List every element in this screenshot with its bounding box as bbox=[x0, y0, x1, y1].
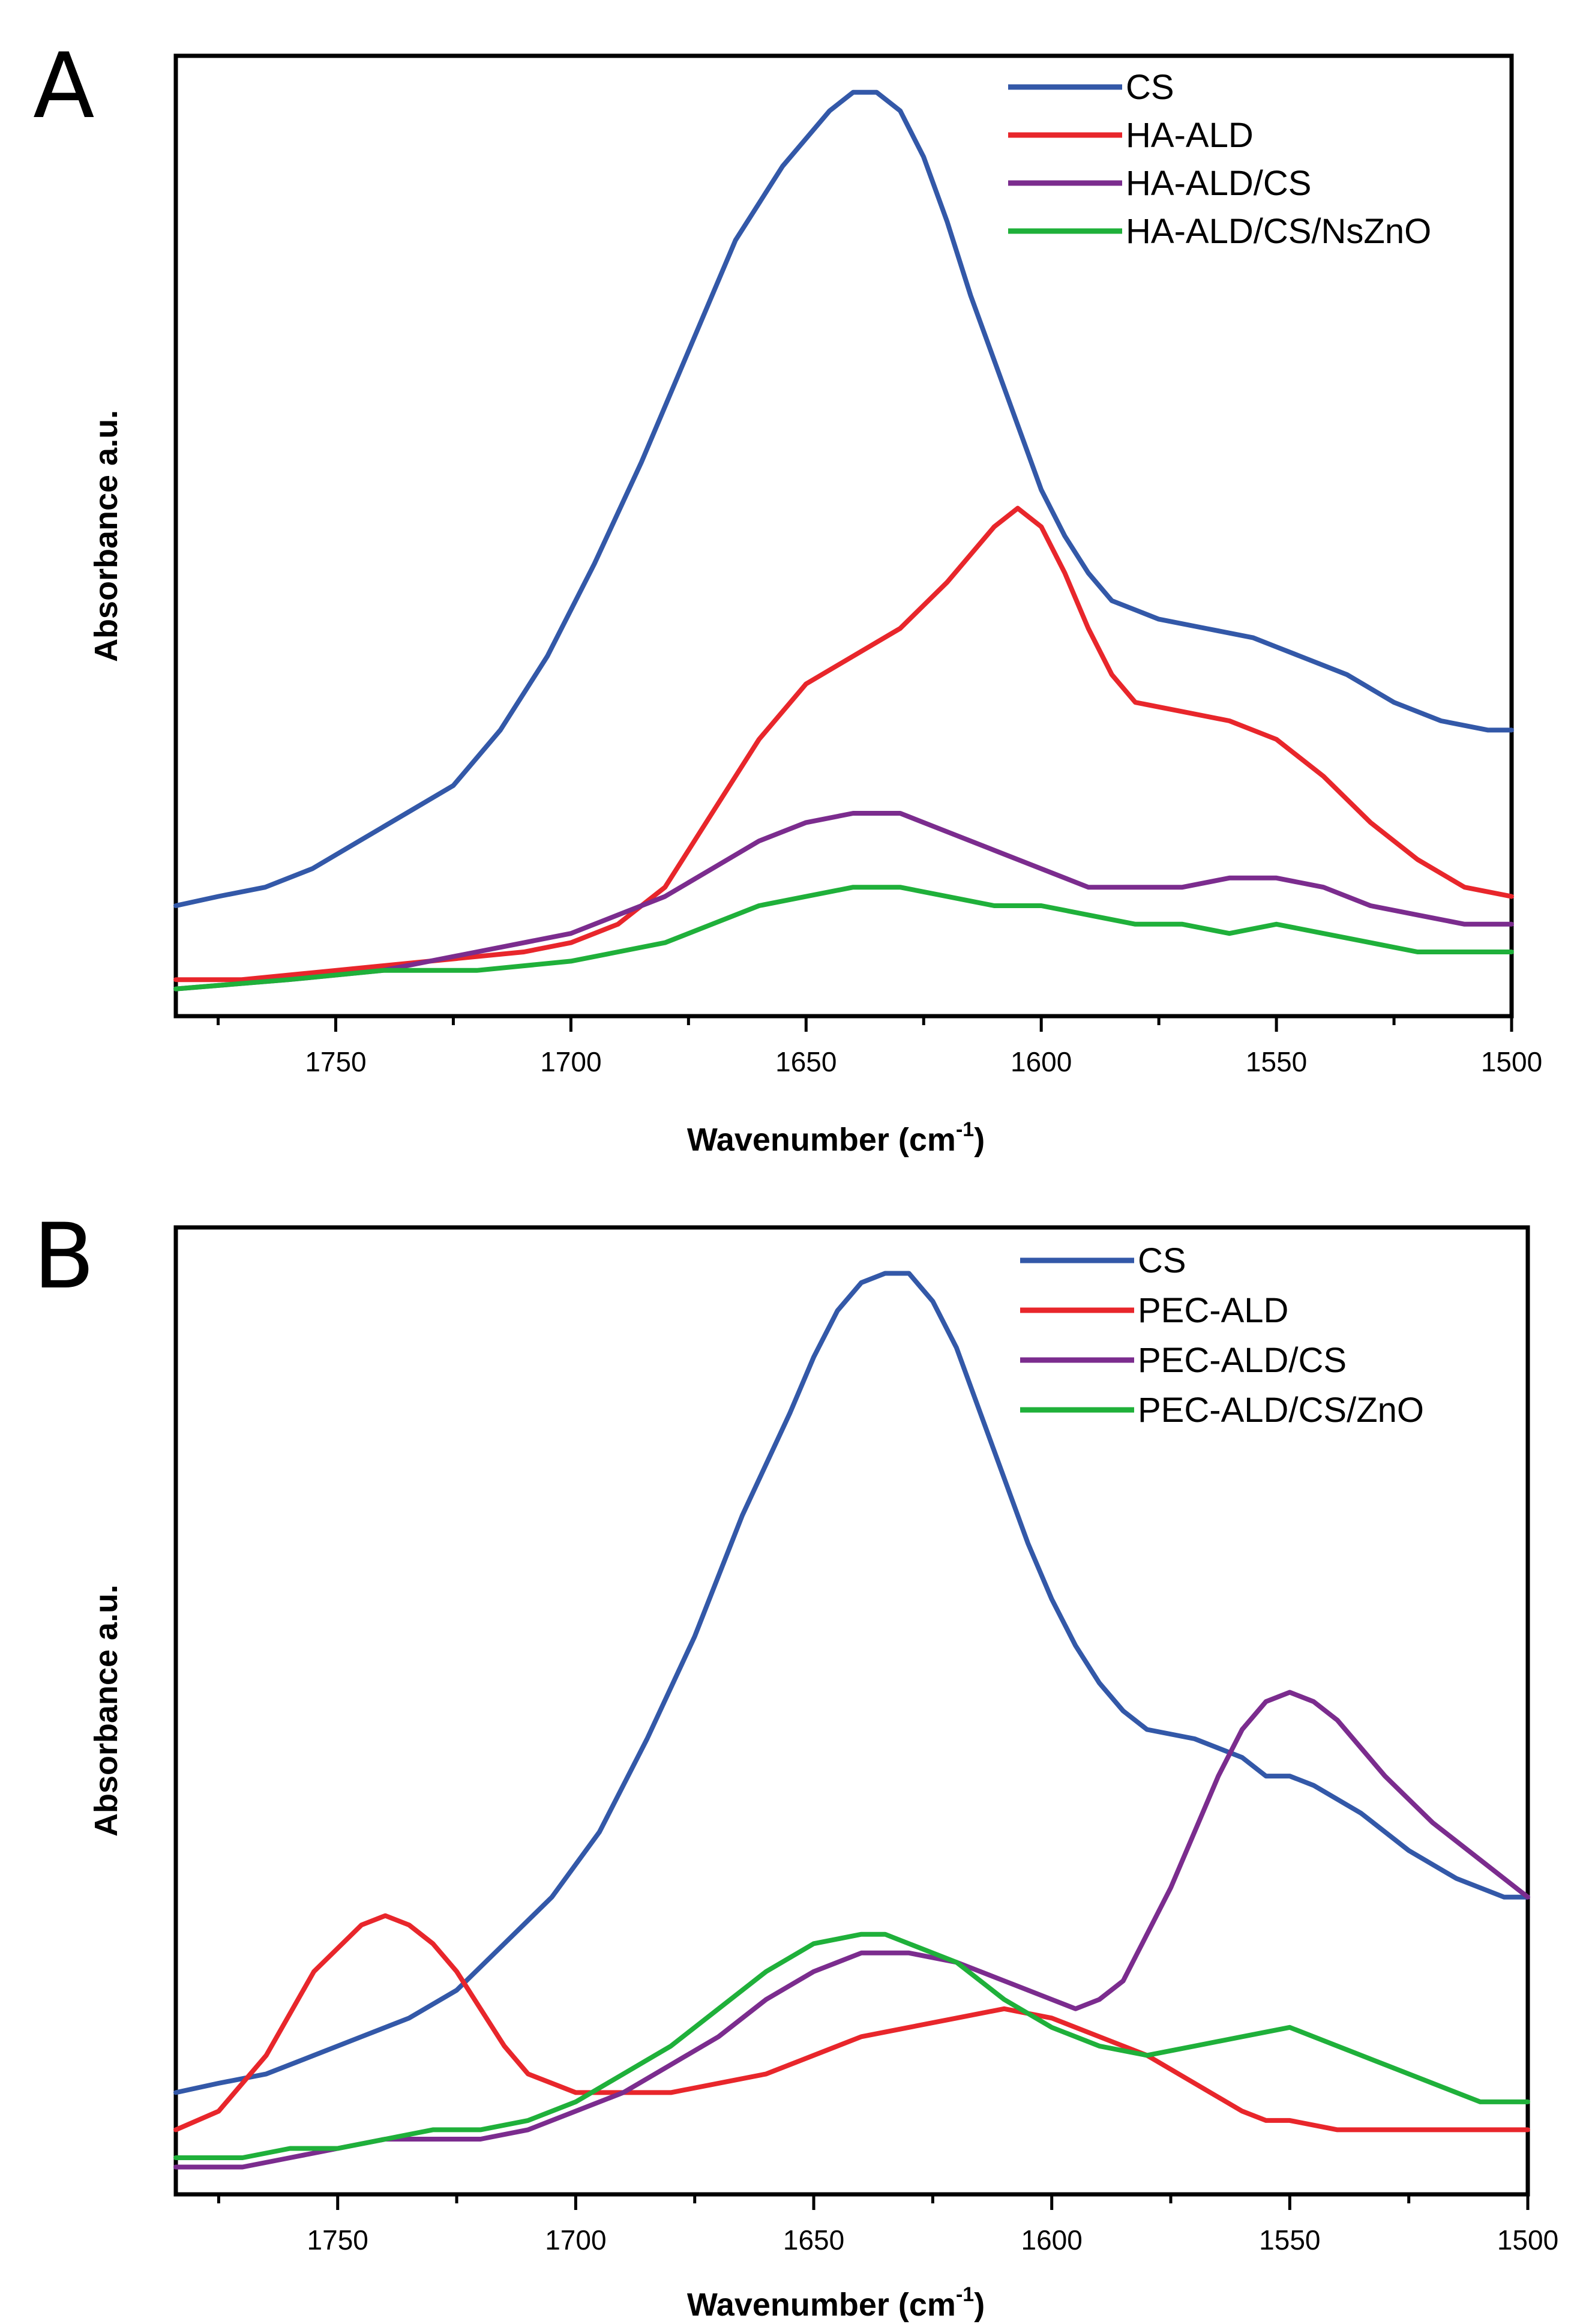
panel-a-series-ha-ald bbox=[173, 505, 1514, 983]
panel-a-legend-label: HA-ALD bbox=[1126, 116, 1254, 155]
panel-a-x-axis-title-close: ) bbox=[974, 1122, 985, 1158]
panel-a-x-tick-label: 1600 bbox=[1011, 1046, 1072, 1077]
panel-b-x-axis-title-main: Wavenumber (cm bbox=[687, 2287, 956, 2323]
panel-a-x-tick-label: 1700 bbox=[540, 1046, 601, 1077]
panel-a-legend: CS HA-ALD HA-ALD/CS HA-ALD/CS/NsZnO bbox=[1008, 68, 1431, 251]
panel-a-legend-label: HA-ALD/CS/NsZnO bbox=[1126, 212, 1431, 251]
panel-b-x-axis-title: Wavenumber (cm-1) bbox=[687, 2283, 985, 2323]
panel-b-label: B bbox=[33, 1205, 95, 1309]
panel-b-x-axis-title-close: ) bbox=[974, 2287, 985, 2323]
panel-a-x-axis-title-main: Wavenumber (cm bbox=[687, 1122, 956, 1158]
panel-b-x-axis-title-sup: -1 bbox=[956, 2283, 974, 2306]
panel-a-label: A bbox=[33, 34, 95, 139]
panel-a-y-axis-title: Absorbance a.u. bbox=[88, 410, 124, 662]
panel-a-x-ticks: 1750 1700 1650 1600 1550 1500 bbox=[217, 1016, 1542, 1077]
panel-a-plot-frame bbox=[173, 53, 1514, 1019]
panel-a-x-tick-label: 1650 bbox=[775, 1046, 837, 1077]
panel-a-x-axis-title-sup: -1 bbox=[956, 1118, 974, 1141]
panel-b-series-pec-ald-cs bbox=[173, 1690, 1530, 2170]
panel-a: A 1750 1700 1650 1600 1550 1500 CS HA-ALD HA-AL… bbox=[33, 34, 1542, 1158]
panel-a-series-cs bbox=[173, 89, 1514, 908]
panel-b-x-tick-label: 1550 bbox=[1259, 2224, 1320, 2256]
panel-b-legend: CS PEC-ALD PEC-ALD/CS PEC-ALD/CS/ZnO bbox=[1020, 1241, 1424, 1430]
panel-b-plot-frame bbox=[173, 1225, 1530, 2197]
panel-a-x-tick-label: 1550 bbox=[1246, 1046, 1307, 1077]
panel-b-series-pec-ald-cs-zno bbox=[173, 1931, 1530, 2160]
panel-b-series-pec-ald bbox=[173, 1913, 1530, 2133]
panel-b: B 1750 1700 1650 1600 1550 1500 CS PEC-ALD PEC-… bbox=[33, 1205, 1558, 2323]
panel-b-legend-label: PEC-ALD bbox=[1138, 1291, 1288, 1330]
panel-b-legend-label: PEC-ALD/CS bbox=[1138, 1341, 1347, 1380]
panel-a-x-tick-label: 1500 bbox=[1481, 1046, 1542, 1077]
panel-b-legend-label: PEC-ALD/CS/ZnO bbox=[1138, 1391, 1424, 1430]
panel-a-series-ha-ald-cs-nszno bbox=[173, 885, 1514, 992]
panel-b-series bbox=[173, 1271, 1530, 2170]
panel-b-x-tick-label: 1500 bbox=[1497, 2224, 1558, 2256]
panel-a-series-ha-ald-cs bbox=[173, 811, 1514, 992]
panel-b-x-tick-label: 1750 bbox=[307, 2224, 368, 2256]
panel-b-x-tick-label: 1700 bbox=[545, 2224, 606, 2256]
panel-a-x-tick-label: 1750 bbox=[305, 1046, 366, 1077]
panel-b-series-cs bbox=[173, 1271, 1530, 2095]
panel-b-x-tick-label: 1650 bbox=[783, 2224, 844, 2256]
panel-a-series bbox=[173, 89, 1514, 992]
panel-b-y-axis-title: Absorbance a.u. bbox=[88, 1585, 124, 1837]
panel-b-x-tick-label: 1600 bbox=[1021, 2224, 1083, 2256]
panel-b-legend-label: CS bbox=[1138, 1241, 1186, 1280]
panel-a-legend-label: CS bbox=[1126, 68, 1174, 107]
panel-a-x-axis-title: Wavenumber (cm-1) bbox=[687, 1118, 985, 1158]
panel-a-legend-label: HA-ALD/CS bbox=[1126, 164, 1311, 203]
panel-b-x-ticks: 1750 1700 1650 1600 1550 1500 bbox=[217, 2194, 1558, 2256]
